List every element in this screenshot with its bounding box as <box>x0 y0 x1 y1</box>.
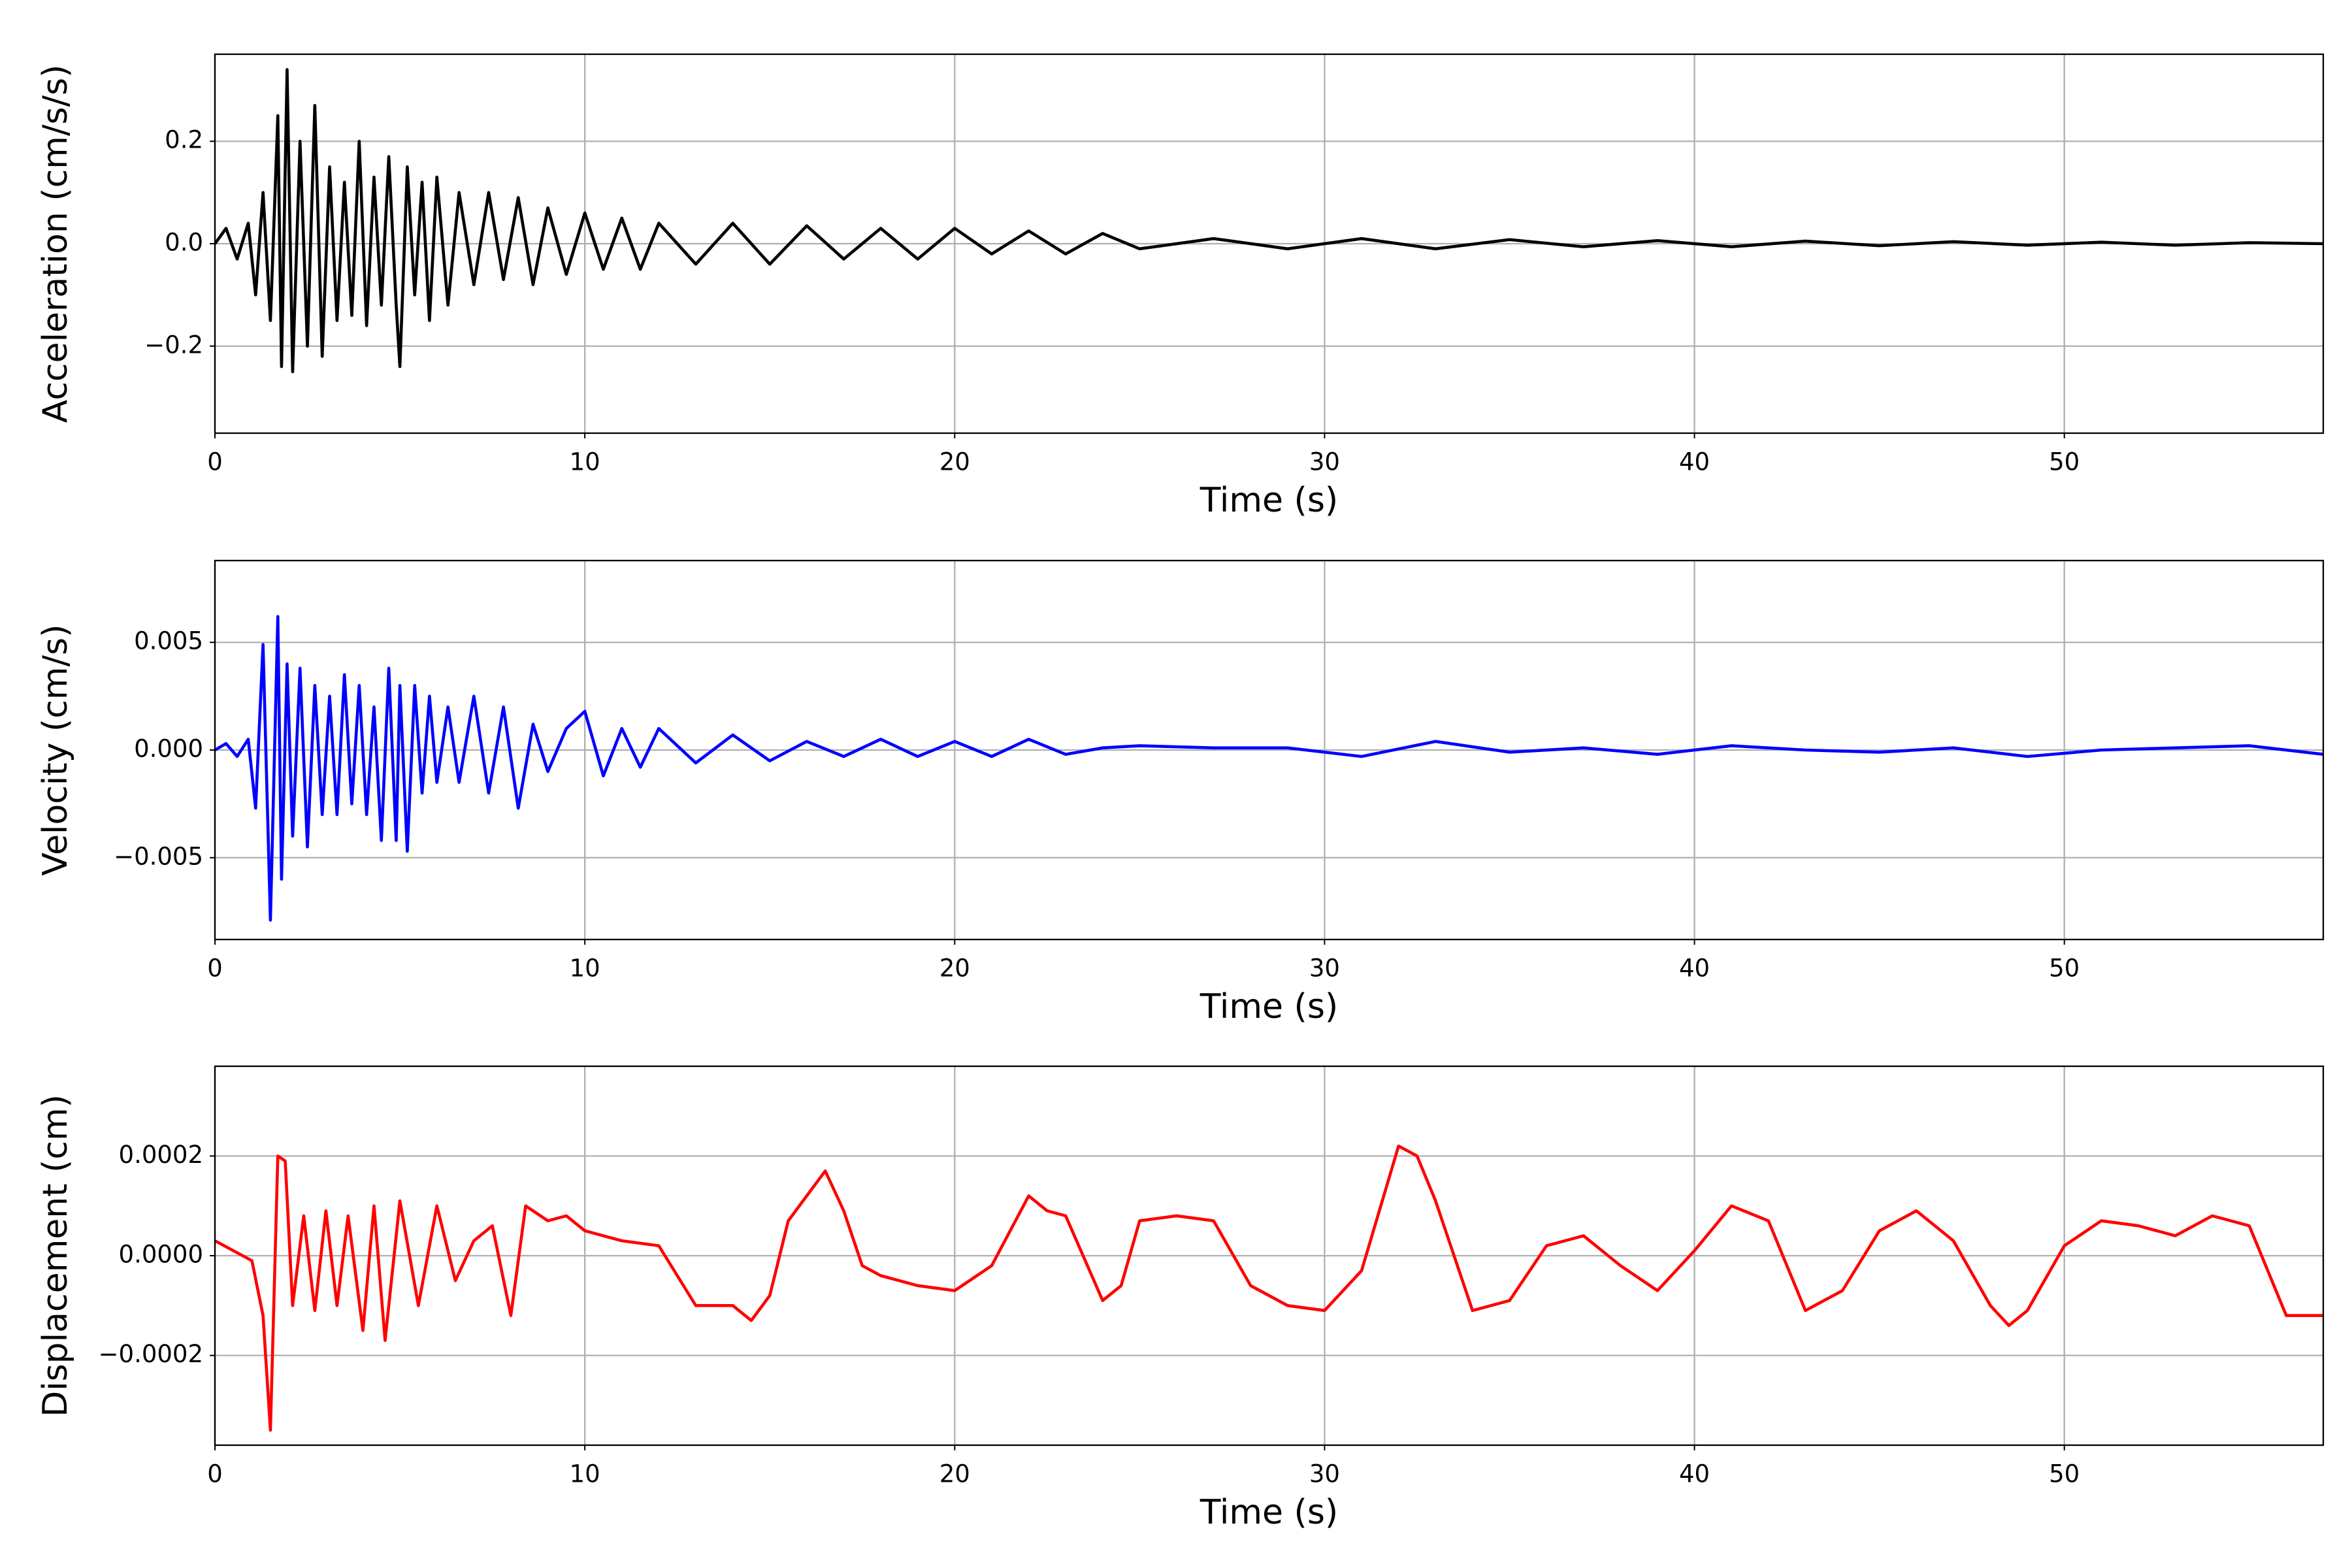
data-line <box>215 68 2323 374</box>
y-tick-label: −0.005 <box>114 842 203 870</box>
y-tick-label: −0.2 <box>144 331 203 359</box>
x-tick-label: 20 <box>939 448 970 476</box>
x-tick-label: 40 <box>1679 955 1710 983</box>
x-tick-label: 10 <box>570 1460 600 1488</box>
axes-frame <box>214 1065 2325 1446</box>
data-line <box>215 615 2323 922</box>
y-tick-label: −0.0002 <box>99 1340 203 1368</box>
x-tick-label: 10 <box>570 955 600 983</box>
x-tick-label: 10 <box>570 448 600 476</box>
x-tick-label: 40 <box>1679 448 1710 476</box>
axes-frame <box>214 53 2325 434</box>
y-tick-label: 0.005 <box>134 627 203 655</box>
y-axis-label: Displacement (cm) <box>36 1094 75 1417</box>
x-tick-label: 0 <box>207 1460 223 1488</box>
panel: 0 10 20 30 40 50 −0.0002 0.0000 0.0002 Time (s) Di… <box>36 1065 2325 1532</box>
y-tick-label: 0.0000 <box>119 1241 203 1269</box>
data-line <box>215 1144 2323 1432</box>
y-tick-label: 0.0002 <box>119 1141 203 1169</box>
x-tick-label: 20 <box>939 955 970 983</box>
x-tick-label: 50 <box>2049 448 2080 476</box>
y-tick-label: 0.2 <box>165 126 203 154</box>
y-tick-label: 0.0 <box>165 229 203 257</box>
y-axis-label: Velocity (cm/s) <box>36 625 75 876</box>
x-tick-label: 30 <box>1309 955 1340 983</box>
x-tick-label: 50 <box>2049 955 2080 983</box>
panel: 0 10 20 30 40 50 −0.005 0.000 0.005 Time (s) Veloc… <box>36 559 2325 1026</box>
y-tick-label: 0.000 <box>134 735 203 763</box>
panel: 0 10 20 30 40 50 −0.2 0.0 0.2 Time (s) Acceleratio… <box>36 53 2325 520</box>
x-axis-label: Time (s) <box>1200 1493 1338 1532</box>
y-axis-label: Acceleration (cm/s/s) <box>36 65 75 423</box>
x-tick-label: 30 <box>1309 448 1340 476</box>
x-axis-label: Time (s) <box>1200 481 1338 520</box>
x-axis-label: Time (s) <box>1200 987 1338 1026</box>
axes-frame <box>214 559 2325 941</box>
x-tick-label: 20 <box>939 1460 970 1488</box>
x-tick-label: 0 <box>207 955 223 983</box>
x-tick-label: 40 <box>1679 1460 1710 1488</box>
x-tick-label: 50 <box>2049 1460 2080 1488</box>
x-tick-label: 0 <box>207 448 223 476</box>
x-tick-label: 30 <box>1309 1460 1340 1488</box>
